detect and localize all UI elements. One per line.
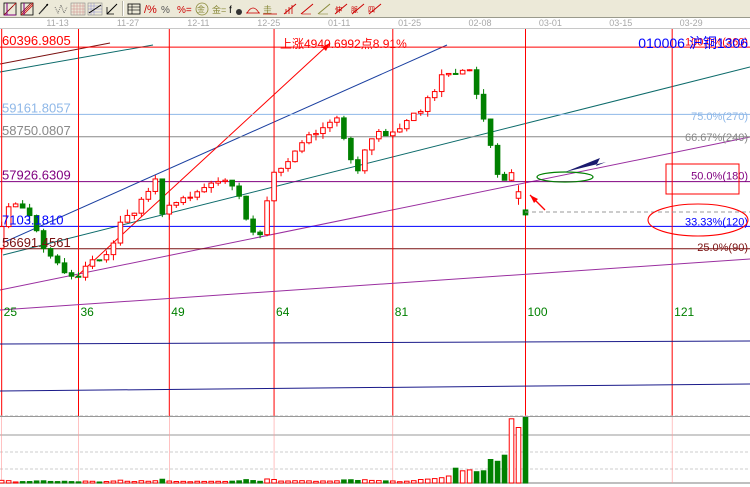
svg-text:75.0%(270): 75.0%(270) bbox=[691, 111, 748, 123]
svg-text:脈: 脈 bbox=[351, 5, 358, 14]
svg-text:81: 81 bbox=[395, 305, 409, 319]
svg-text:100: 100 bbox=[528, 305, 548, 319]
svg-text:121: 121 bbox=[674, 305, 694, 319]
svg-text:f: f bbox=[229, 5, 232, 16]
svg-text:%=: %= bbox=[177, 5, 192, 16]
svg-text:58750.0807: 58750.0807 bbox=[2, 123, 71, 138]
svg-text:金=: 金= bbox=[212, 4, 226, 15]
svg-text:49: 49 bbox=[171, 305, 185, 319]
svg-text:四: 四 bbox=[368, 6, 375, 14]
svg-text:%: % bbox=[161, 5, 170, 16]
svg-text:57926.6309: 57926.6309 bbox=[2, 168, 71, 183]
svg-text:金: 金 bbox=[197, 4, 205, 14]
svg-text:25.0%(90): 25.0%(90) bbox=[697, 242, 748, 254]
svg-text:伸: 伸 bbox=[335, 5, 342, 14]
svg-text:上涨4940.6992点8.91%: 上涨4940.6992点8.91% bbox=[280, 36, 407, 51]
svg-text:66.67%(240): 66.67%(240) bbox=[685, 132, 748, 144]
svg-text:59161.8057: 59161.8057 bbox=[2, 100, 71, 115]
svg-text:/%: /% bbox=[144, 4, 157, 16]
svg-text:圭: 圭 bbox=[263, 4, 272, 15]
svg-text:7103.1810: 7103.1810 bbox=[2, 212, 63, 227]
svg-text:60396.9805: 60396.9805 bbox=[2, 33, 71, 48]
svg-text:64: 64 bbox=[276, 305, 290, 319]
svg-text:56691.4561: 56691.4561 bbox=[2, 235, 71, 250]
svg-text:36: 36 bbox=[81, 305, 95, 319]
svg-text:010006 沪铜1306: 010006 沪铜1306 bbox=[638, 35, 748, 51]
svg-text:25: 25 bbox=[4, 305, 18, 319]
svg-text:33.33%(120): 33.33%(120) bbox=[685, 217, 748, 229]
